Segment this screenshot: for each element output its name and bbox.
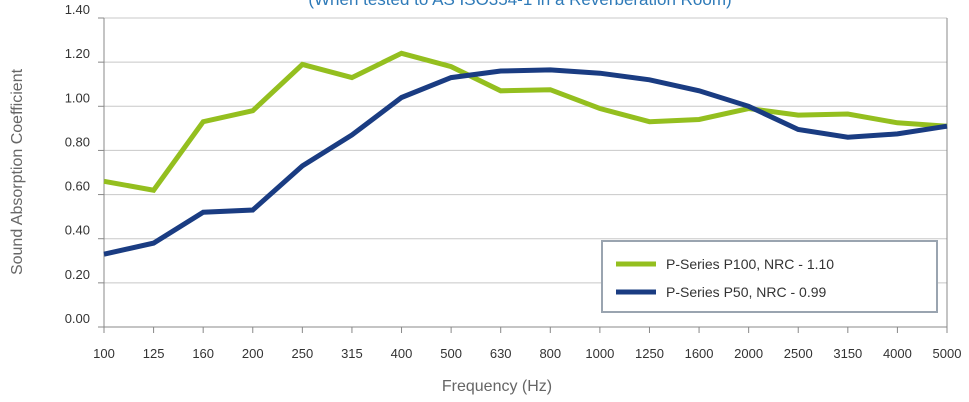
- y-tick-label: 1.20: [65, 46, 90, 61]
- x-tick-label: 1000: [585, 346, 614, 361]
- x-tick-label: 630: [490, 346, 512, 361]
- x-tick-label: 125: [143, 346, 165, 361]
- x-tick-label: 250: [292, 346, 314, 361]
- y-tick-labels: 0.00 0.20 0.40 0.60 0.80 1.00 1.20 1.40: [65, 2, 90, 326]
- x-tick-label: 5000: [933, 346, 962, 361]
- y-tick-label: 0.00: [65, 311, 90, 326]
- series-line-1: [103, 50, 948, 193]
- x-tick-label: 315: [341, 346, 363, 361]
- x-tick-label: 3150: [833, 346, 862, 361]
- axes: [103, 18, 948, 328]
- x-tick-label: 200: [242, 346, 264, 361]
- x-tick-label: 4000: [883, 346, 912, 361]
- x-tick-label: 500: [440, 346, 462, 361]
- legend: P-Series P100, NRC - 1.10 P-Series P50, N…: [601, 240, 938, 313]
- y-axis-title: Sound Absorption Coefficient: [9, 68, 26, 275]
- x-tick-labels: 100 125 160 200 250 315 400 500 630 800 1000 1250 16…: [93, 327, 961, 361]
- legend-label-2: P-Series P50, NRC - 0.99: [666, 284, 826, 300]
- chart-subtitle: (When tested to AS ISO354-1 in a Reverbe…: [308, 0, 731, 9]
- legend-box: [601, 240, 938, 313]
- series-line-2: [103, 67, 948, 257]
- x-tick-label: 2500: [784, 346, 813, 361]
- x-axis-title: Frequency (Hz): [442, 378, 552, 395]
- x-tick-label: 1250: [635, 346, 664, 361]
- series-lines: [103, 50, 948, 257]
- y-tick-label: 1.00: [65, 90, 90, 105]
- y-tick-label: 0.40: [65, 223, 90, 238]
- x-tick-label: 100: [93, 346, 115, 361]
- y-tick-label: 1.40: [65, 2, 90, 17]
- grid-lines: [98, 17, 947, 328]
- y-tick-label: 0.60: [65, 179, 90, 194]
- x-tick-label: 2000: [734, 346, 763, 361]
- x-tick-label: 800: [539, 346, 561, 361]
- x-tick-label: 400: [391, 346, 413, 361]
- y-tick-label: 0.20: [65, 267, 90, 282]
- x-tick-label: 160: [192, 346, 214, 361]
- legend-label-1: P-Series P100, NRC - 1.10: [666, 256, 834, 272]
- x-tick-label: 1600: [685, 346, 714, 361]
- y-tick-label: 0.80: [65, 134, 90, 149]
